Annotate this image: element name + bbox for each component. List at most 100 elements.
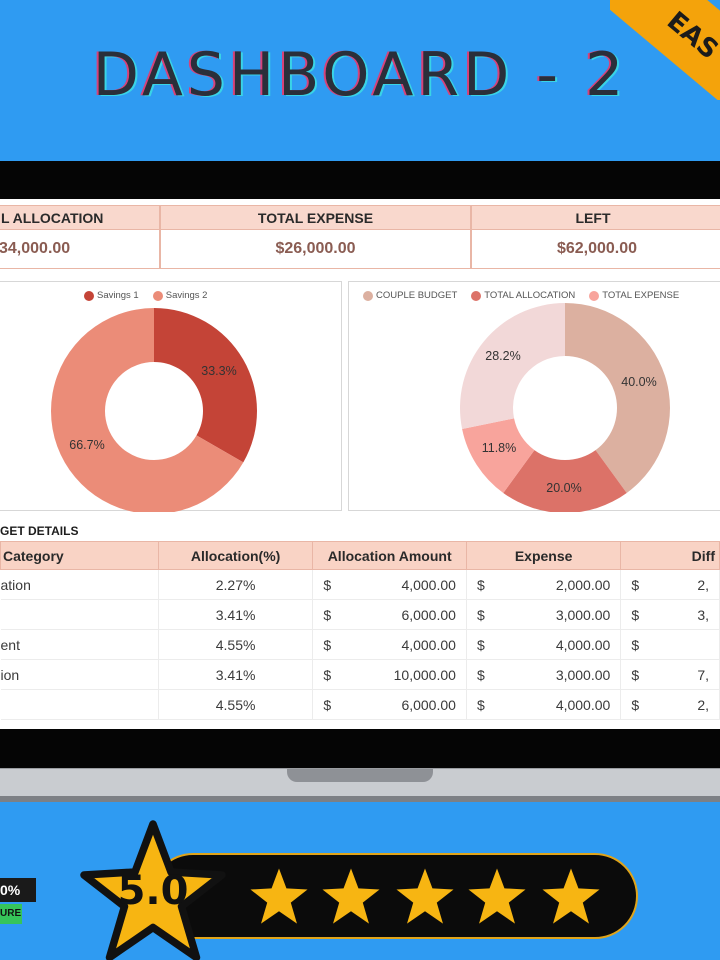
legend-dot xyxy=(152,290,163,301)
cell-category xyxy=(0,599,159,630)
cell-alloc: 6,000.00 xyxy=(401,606,456,623)
legend-dot xyxy=(589,290,600,301)
cell-category: ation xyxy=(0,569,159,600)
legend-item-savings2[interactable]: Savings 2 xyxy=(152,290,207,301)
summary-left-value: $62,000.00 xyxy=(556,240,638,257)
pie-slice[interactable] xyxy=(565,303,670,493)
ribbon-label: EAS xyxy=(661,6,720,66)
currency-symbol: $ xyxy=(476,576,485,593)
cell-diff-wrap: $2, xyxy=(620,569,720,600)
summary-allocation-label: L ALLOCATION xyxy=(0,206,159,230)
pie-slice[interactable] xyxy=(51,308,244,512)
summary-expense-label: TOTAL EXPENSE xyxy=(161,206,470,230)
cell-pct: 4.55% xyxy=(158,689,314,720)
cell-diff-wrap: $2, xyxy=(620,689,720,720)
summary-allocation-value: 34,000.00 xyxy=(0,240,71,257)
legend-dot xyxy=(84,290,94,301)
cell-pct: 2.27% xyxy=(158,569,314,600)
cell-diff-wrap: $7, xyxy=(620,659,720,690)
savings-legend: Savings 1 Savings 2 xyxy=(84,290,217,301)
legend-item-total-allocation[interactable]: TOTAL ALLOCATION xyxy=(471,290,575,301)
cell-allocation: $4,000.00 xyxy=(312,629,467,660)
percent-badge: 0% URE xyxy=(0,872,38,932)
cell-expense: 4,000.00 xyxy=(555,696,611,713)
legend-label: TOTAL ALLOCATION xyxy=(484,290,576,301)
col-allocation-amount[interactable]: Allocation Amount xyxy=(312,541,467,570)
pie-slice[interactable] xyxy=(460,303,565,429)
page-headline: DASHBOARD - 2 xyxy=(92,40,628,110)
legend-item-savings1[interactable]: Savings 1 xyxy=(84,290,139,301)
summary-expense-value: $26,000.00 xyxy=(275,240,356,257)
table-row[interactable]: ion 3.41% $10,000.00 $3,000.00 $7, xyxy=(0,659,720,690)
cell-expense-wrap: $3,000.00 xyxy=(466,659,622,690)
summary-left: LEFT $62,000.00 xyxy=(471,205,720,269)
summary-allocation: L ALLOCATION 34,000.00 xyxy=(0,205,160,269)
currency-symbol: $ xyxy=(476,636,485,653)
cell-expense-wrap: $3,000.00 xyxy=(466,599,622,630)
savings-chart-card: Savings 1 Savings 2 33.3% 66.7% xyxy=(0,281,342,512)
rating-star-icon xyxy=(468,868,526,924)
currency-symbol: $ xyxy=(323,576,332,593)
cell-diff-wrap: $3, xyxy=(620,599,720,630)
currency-symbol: $ xyxy=(323,696,332,713)
cell-expense-wrap: $4,000.00 xyxy=(466,629,622,660)
currency-symbol: $ xyxy=(631,666,640,683)
summary-left-label: LEFT xyxy=(472,206,720,230)
cell-allocation: $4,000.00 xyxy=(312,569,467,600)
currency-symbol: $ xyxy=(631,636,640,653)
cell-allocation: $10,000.00 xyxy=(312,659,467,690)
currency-symbol: $ xyxy=(476,606,485,623)
badge-secure: URE xyxy=(0,904,22,924)
currency-symbol: $ xyxy=(323,666,332,683)
currency-symbol: $ xyxy=(323,606,332,623)
budget-donut-chart: 40.0% 20.0% 11.8% 28.2% xyxy=(460,303,670,512)
cell-allocation: $6,000.00 xyxy=(312,599,467,630)
budget-chart-card: COUPLE BUDGET TOTAL ALLOCATION TOTAL EXP… xyxy=(348,281,720,512)
table-row[interactable]: 4.55% $6,000.00 $4,000.00 $2, xyxy=(0,689,720,720)
savings-donut-chart: 33.3% 66.7% xyxy=(51,308,257,512)
slice-label-total-expense: 11.8% xyxy=(482,441,517,455)
cell-pct: 3.41% xyxy=(158,659,314,690)
currency-symbol: $ xyxy=(323,636,332,653)
legend-item-couple-budget[interactable]: COUPLE BUDGET xyxy=(363,290,457,301)
cell-alloc: 6,000.00 xyxy=(401,696,456,713)
cell-allocation: $6,000.00 xyxy=(312,689,467,720)
legend-label: TOTAL EXPENSE xyxy=(602,290,680,301)
table-row[interactable]: ation 2.27% $4,000.00 $2,000.00 $2, xyxy=(0,569,720,600)
pie-slice[interactable] xyxy=(462,418,535,493)
score-star-icon xyxy=(80,820,226,960)
pie-slice[interactable] xyxy=(154,308,257,463)
col-allocation-pct[interactable]: Allocation(%) xyxy=(157,541,314,570)
col-category[interactable]: Category xyxy=(0,541,159,570)
pie-slice[interactable] xyxy=(503,450,627,512)
cell-category xyxy=(0,689,159,720)
slice-label-remaining: 28.2% xyxy=(485,349,520,363)
cell-diff: 3, xyxy=(697,606,709,623)
currency-symbol: $ xyxy=(631,576,640,593)
dashboard-screen: L ALLOCATION 34,000.00 TOTAL EXPENSE $26… xyxy=(0,199,720,729)
cell-expense: 2,000.00 xyxy=(555,576,611,593)
currency-symbol: $ xyxy=(476,696,485,713)
rating-star-icon xyxy=(542,868,600,924)
col-expense[interactable]: Expense xyxy=(465,541,622,570)
col-diff[interactable]: Diff xyxy=(620,541,720,570)
laptop-shadow xyxy=(0,796,720,802)
table-row[interactable]: 3.41% $6,000.00 $3,000.00 $3, xyxy=(0,599,720,630)
cell-expense-wrap: $4,000.00 xyxy=(466,689,622,720)
cell-pct: 4.55% xyxy=(158,629,314,660)
laptop-base xyxy=(0,768,720,796)
cell-category: ion xyxy=(0,659,159,690)
cell-alloc: 4,000.00 xyxy=(401,576,456,593)
cell-category: ent xyxy=(0,629,159,660)
cell-expense: 3,000.00 xyxy=(555,666,611,683)
table-header-row: Category Allocation(%) Allocation Amount… xyxy=(0,541,720,570)
rating-score: 5.0 xyxy=(117,868,189,914)
cell-expense: 3,000.00 xyxy=(555,606,611,623)
cell-diff: 7, xyxy=(697,666,709,683)
table-row[interactable]: ent 4.55% $4,000.00 $4,000.00 $ xyxy=(0,629,720,660)
cell-expense-wrap: $2,000.00 xyxy=(466,569,622,600)
legend-label: COUPLE BUDGET xyxy=(376,290,458,301)
legend-dot xyxy=(471,290,482,301)
cell-alloc: 4,000.00 xyxy=(401,636,456,653)
legend-item-total-expense[interactable]: TOTAL EXPENSE xyxy=(589,290,679,301)
